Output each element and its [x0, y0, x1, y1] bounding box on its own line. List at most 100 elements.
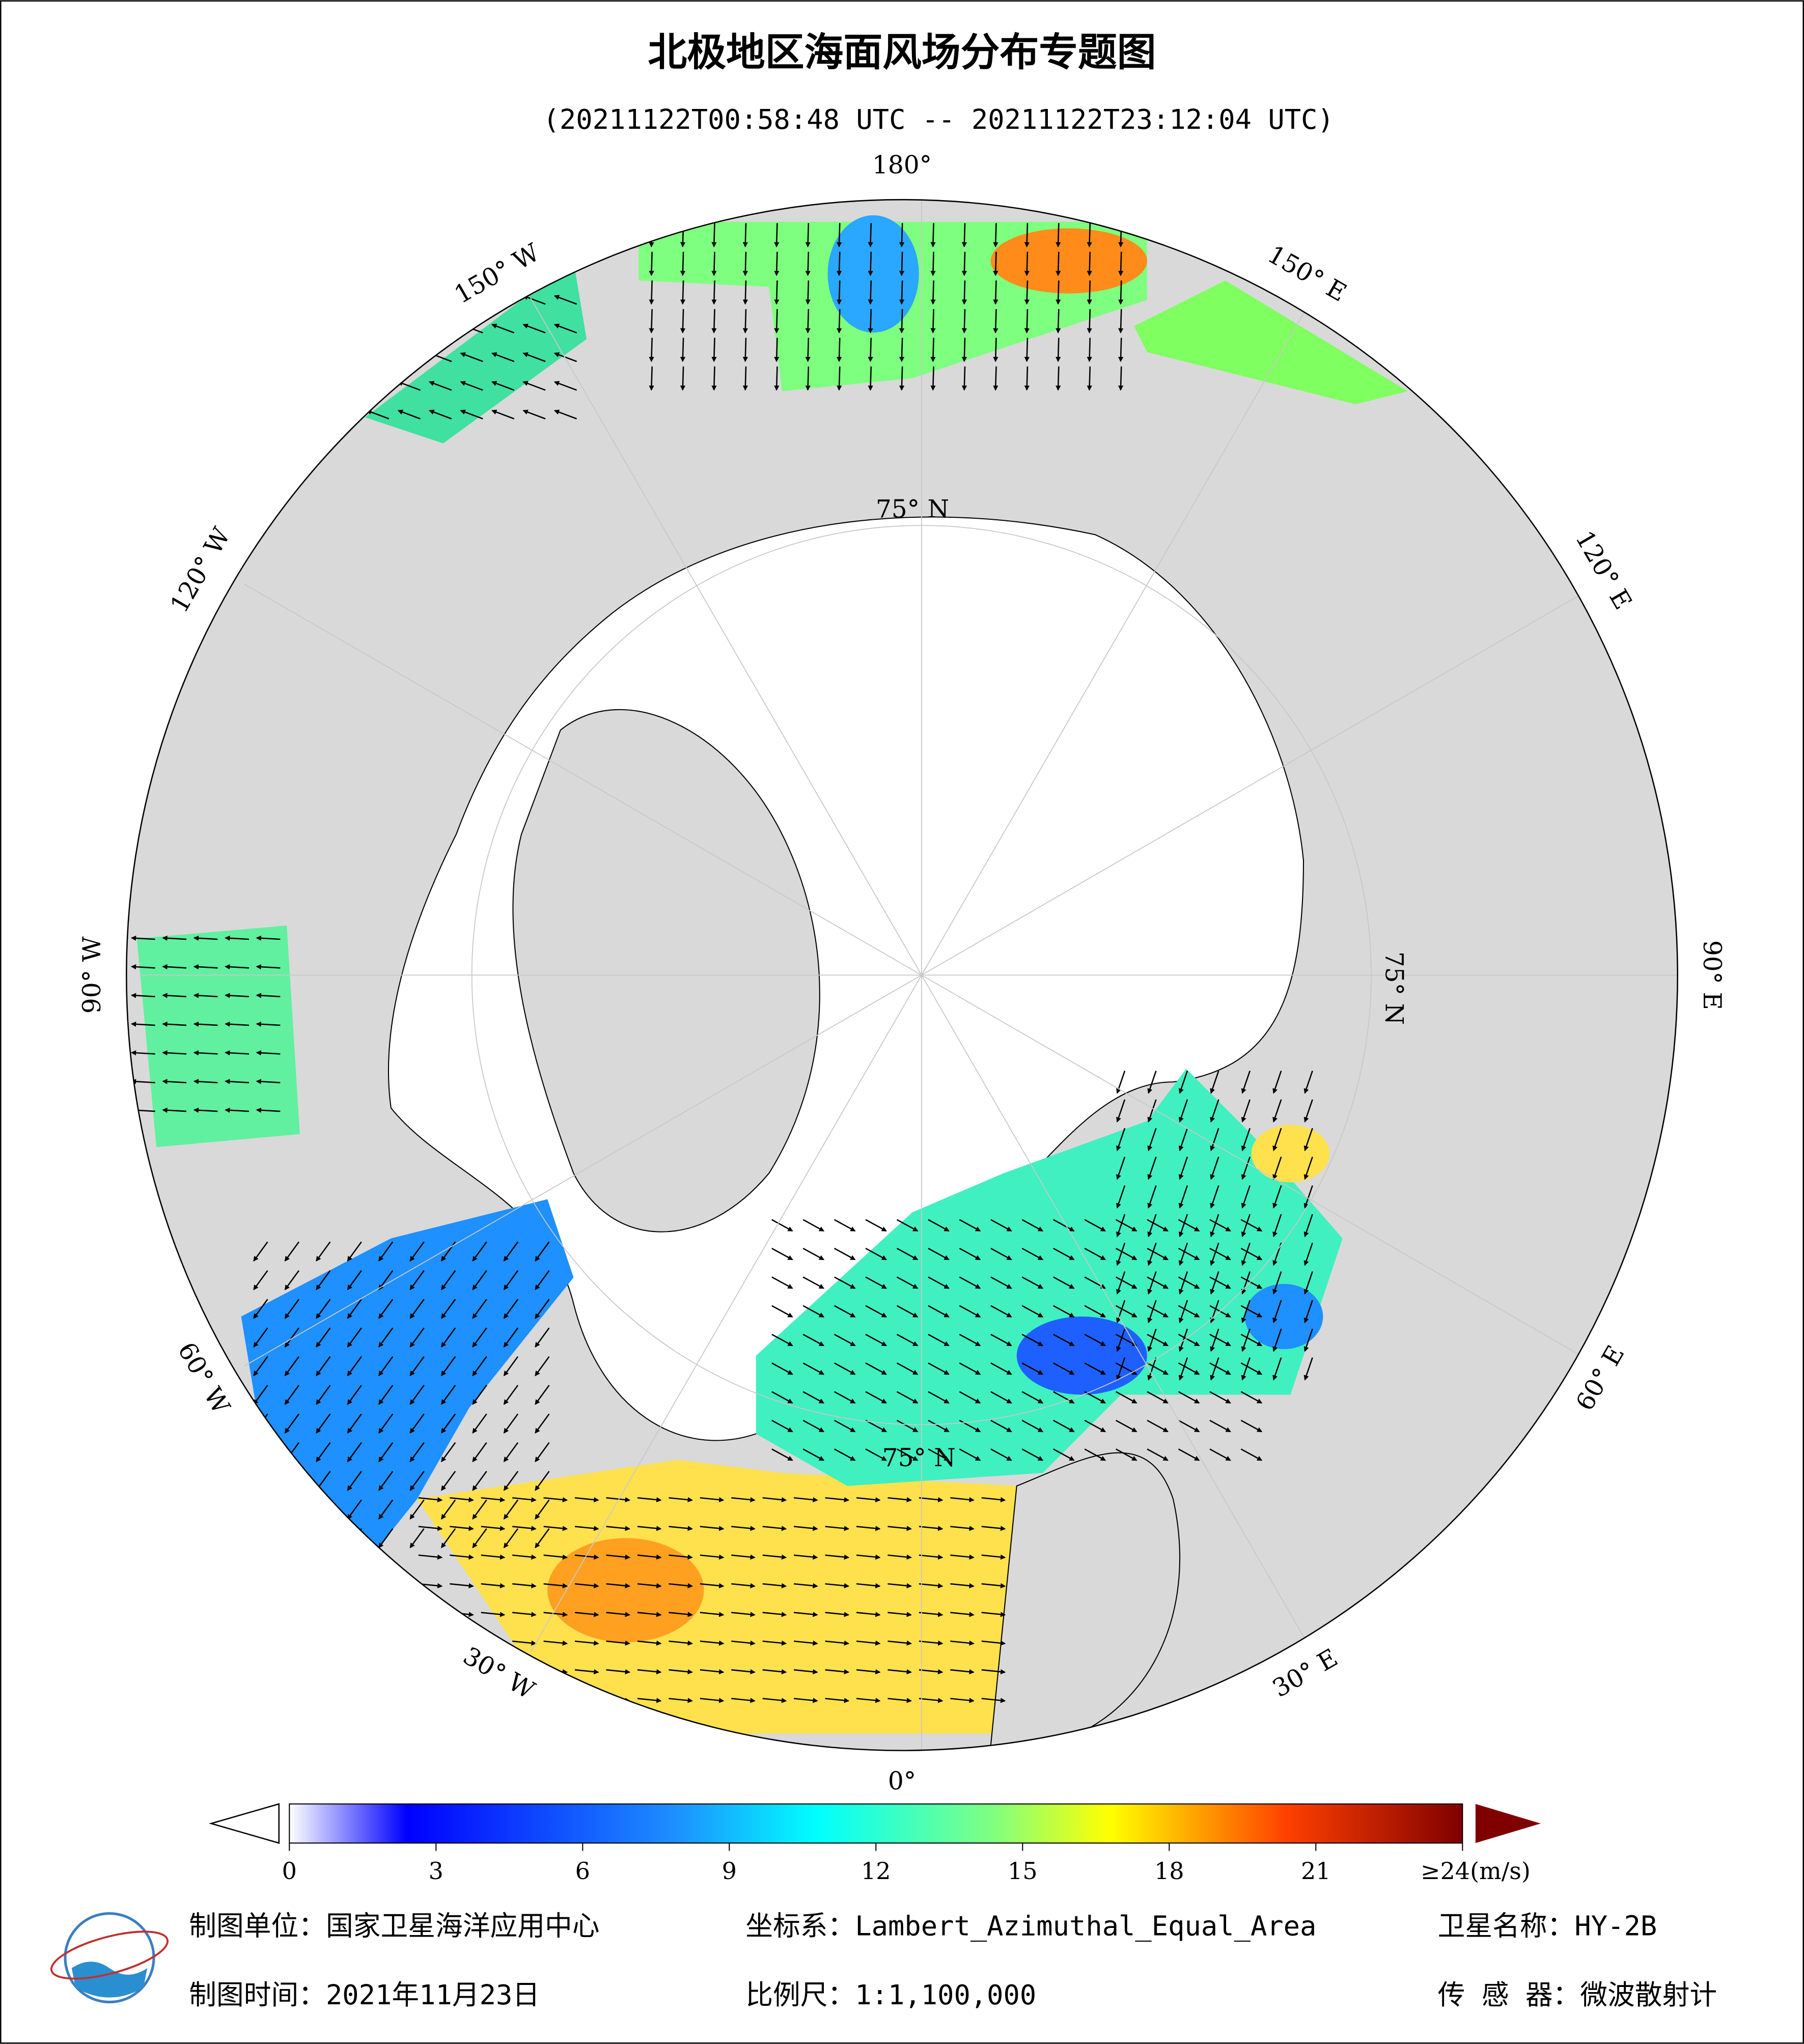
wind-arrow — [1116, 1300, 1126, 1324]
wind-arrow — [1178, 1448, 1200, 1461]
wind-arrow — [1147, 1419, 1169, 1433]
wind-arrow — [418, 1554, 443, 1560]
wind-arrow — [731, 1497, 756, 1502]
wind-arrow — [950, 1554, 975, 1560]
wind-arrow — [771, 1391, 793, 1404]
colorbar-tick-label: 9 — [722, 1857, 737, 1885]
wind-arrow — [1021, 1305, 1044, 1318]
latitude-label: 75° N — [1380, 951, 1408, 1025]
wind-arrow — [896, 1419, 919, 1433]
wind-arrow — [1084, 1419, 1106, 1433]
wind-arrow — [1115, 1448, 1137, 1461]
wind-arrow — [1240, 1276, 1263, 1289]
wind-arrow — [481, 1612, 506, 1617]
wind-arrow — [731, 1640, 756, 1646]
wind-arrow — [669, 1640, 693, 1646]
wind-arrow — [284, 1299, 300, 1319]
wind-arrow — [837, 309, 842, 333]
wind-arrow — [865, 1333, 887, 1347]
wind-arrow — [1272, 1157, 1282, 1180]
graticule — [139, 200, 1678, 1751]
wind-arrow — [981, 1497, 1006, 1502]
wind-arrow — [981, 1698, 1006, 1703]
wind-arrow — [535, 1471, 550, 1491]
wind-arrow — [1147, 1071, 1157, 1094]
wind-arrow — [253, 1385, 268, 1405]
wind-arrow — [1303, 1099, 1313, 1123]
wind-arrow — [543, 1497, 568, 1502]
wind-arrow — [535, 1299, 550, 1319]
wind-arrow — [162, 1107, 187, 1113]
wind-arrow — [1147, 1328, 1157, 1352]
wind-arrow — [794, 1698, 818, 1703]
wind-arrow — [1116, 1357, 1126, 1381]
meridian — [921, 974, 1599, 1367]
wind-arrow — [491, 381, 515, 391]
wind-arrow — [834, 1333, 856, 1347]
wind-arrow — [950, 1526, 975, 1531]
wind-arrow — [1209, 1248, 1231, 1261]
wind-arrow — [774, 309, 780, 333]
wind-arrow — [1116, 1185, 1126, 1209]
wind-arrow — [742, 280, 748, 305]
longitude-label: 90° W — [78, 937, 106, 1014]
wind-arrow — [794, 1669, 818, 1674]
wind-arrow — [887, 1497, 912, 1502]
wind-arrow — [794, 1554, 818, 1560]
wind-arrow — [574, 1583, 599, 1588]
wind-arrow — [1241, 1128, 1251, 1152]
wind-arrow — [868, 251, 873, 276]
wind-arrow — [856, 1612, 881, 1617]
wind-arrow — [1178, 1362, 1200, 1375]
wind-arrow — [1021, 1219, 1044, 1232]
wind-arrow — [825, 1698, 850, 1703]
wind-arrow — [1056, 309, 1061, 333]
wind-arrow — [378, 1299, 394, 1319]
wind-arrow — [378, 1528, 394, 1549]
wind-arrow — [771, 1305, 793, 1318]
wind-arrow — [865, 1276, 887, 1289]
wind-arrow — [825, 1612, 850, 1617]
wind-arrow — [950, 1640, 975, 1646]
wind-arrow — [825, 1526, 850, 1531]
wind-arrow — [1303, 1271, 1313, 1295]
wind-arrow — [253, 1241, 268, 1262]
wind-arrow — [1178, 1214, 1188, 1238]
wind-arrow — [762, 1554, 787, 1560]
wind-arrow — [868, 223, 873, 248]
wind-arrow — [472, 1499, 487, 1520]
wind-arrow — [253, 1299, 268, 1319]
wind-arrow — [1303, 1071, 1313, 1094]
wind-arrow — [1210, 1357, 1219, 1381]
wind-arrow — [928, 1248, 950, 1261]
wind-arrow — [1116, 1328, 1126, 1352]
wind-arrow — [253, 1270, 268, 1291]
wind-arrow — [762, 1669, 787, 1674]
logo — [50, 1912, 169, 2004]
wind-arrow — [441, 1327, 456, 1348]
wind-arrow — [825, 1640, 850, 1646]
wind-arrow — [961, 223, 967, 248]
wind-arrow — [225, 1050, 249, 1056]
wind-arrow — [959, 1305, 981, 1318]
wind-arrow — [669, 1554, 693, 1560]
wind-arrow — [928, 1419, 950, 1433]
wind-arrow — [1210, 1185, 1219, 1209]
wind-arrow — [522, 295, 546, 305]
wind-arrow — [981, 1669, 1006, 1674]
wind-arrow — [700, 1698, 725, 1703]
wind-arrow — [441, 1471, 456, 1491]
wind-arrow — [950, 1612, 975, 1617]
wind-arrow — [774, 223, 780, 248]
wind-arrow — [441, 1356, 456, 1377]
wind-arrow — [409, 1528, 425, 1549]
wind-arrow — [637, 1612, 662, 1617]
wind-arrow — [347, 1270, 362, 1291]
wind-arrow — [1053, 1305, 1075, 1318]
wind-arrow — [794, 1526, 818, 1531]
wind-arrow — [1024, 251, 1030, 276]
wind-arrow — [256, 1107, 281, 1113]
wind-arrow — [990, 1305, 1012, 1318]
wind-arrow — [928, 1333, 950, 1347]
wind-arrow — [919, 1698, 943, 1703]
